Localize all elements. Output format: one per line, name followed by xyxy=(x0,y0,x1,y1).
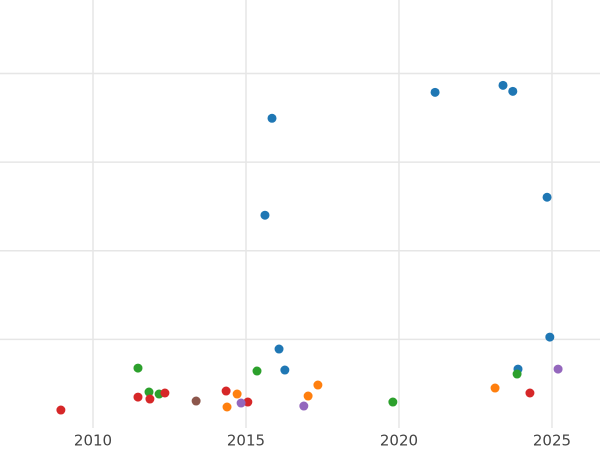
x-tick-label: 2025 xyxy=(533,432,571,450)
point xyxy=(303,391,313,401)
point xyxy=(191,396,201,406)
point xyxy=(267,113,277,123)
point xyxy=(160,388,170,398)
x-tick-label: 2020 xyxy=(380,432,418,450)
point xyxy=(221,386,231,396)
point xyxy=(512,369,522,379)
point xyxy=(313,380,323,390)
point xyxy=(243,397,253,407)
point xyxy=(252,366,262,376)
point xyxy=(508,86,518,96)
point xyxy=(232,389,242,399)
point xyxy=(545,332,555,342)
point xyxy=(430,87,440,97)
point xyxy=(388,397,398,407)
x-tick-label: 2015 xyxy=(227,432,265,450)
point xyxy=(542,192,552,202)
point xyxy=(144,387,154,397)
point xyxy=(274,344,284,354)
point xyxy=(133,392,143,402)
x-tick-label: 2010 xyxy=(74,432,112,450)
point xyxy=(222,402,232,412)
point xyxy=(260,210,270,220)
point xyxy=(145,394,155,404)
point xyxy=(299,401,309,411)
point xyxy=(56,405,66,415)
point xyxy=(525,388,535,398)
point xyxy=(490,383,500,393)
point xyxy=(553,364,563,374)
point xyxy=(498,80,508,90)
point xyxy=(236,398,246,408)
point xyxy=(280,365,290,375)
point xyxy=(133,363,143,373)
